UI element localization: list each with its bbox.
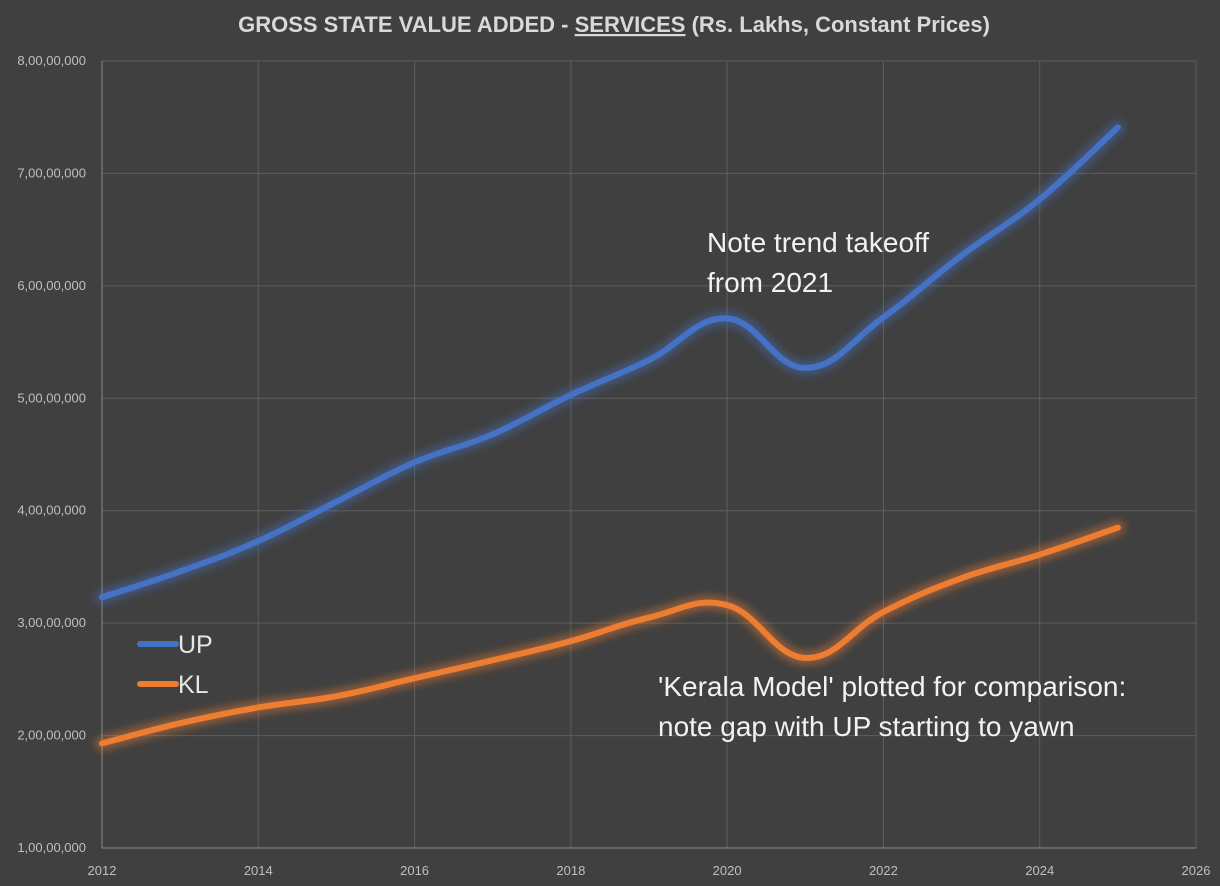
data-point-kl (490, 657, 496, 663)
data-point-kl (1037, 552, 1043, 558)
data-point-kl (724, 602, 730, 608)
annotation-kerala-line-1: 'Kerala Model' plotted for comparison: (658, 671, 1126, 702)
data-point-kl (99, 740, 105, 746)
y-tick-label: 3,00,00,000 (17, 615, 86, 630)
annotation-up: Note trend takeoff from 2021 (707, 227, 929, 298)
data-point-up (490, 431, 496, 437)
data-point-up (802, 365, 808, 371)
series-line-up (99, 124, 1121, 601)
series-lines (95, 120, 1125, 751)
data-point-kl (255, 704, 261, 710)
data-point-up (412, 459, 418, 465)
data-point-up (959, 253, 965, 259)
data-point-kl (646, 615, 652, 621)
x-tick-label: 2022 (869, 863, 898, 878)
x-tick-label: 2014 (244, 863, 273, 878)
y-tick-label: 2,00,00,000 (17, 728, 86, 743)
annotation-up-line-2: from 2021 (707, 267, 833, 298)
axes (101, 61, 1196, 849)
data-point-up (1037, 196, 1043, 202)
legend-label-up: UP (178, 631, 213, 659)
data-point-up (1115, 124, 1121, 130)
legend: UP KL (137, 631, 213, 699)
annotation-kerala-line-2: note gap with UP starting to yawn (658, 711, 1075, 742)
x-tick-label: 2012 (88, 863, 117, 878)
legend-label-kl: KL (178, 671, 209, 699)
data-point-up (99, 594, 105, 600)
y-tick-label: 4,00,00,000 (17, 503, 86, 518)
data-point-kl (568, 638, 574, 644)
x-tick-label: 2016 (400, 863, 429, 878)
series-glow-up (95, 120, 1125, 605)
chart-title-emphasis: SERVICES (575, 12, 686, 37)
data-point-kl (880, 609, 886, 615)
y-tick-label: 6,00,00,000 (17, 278, 86, 293)
x-tick-label: 2026 (1182, 863, 1211, 878)
x-tick-label: 2024 (1025, 863, 1054, 878)
data-point-kl (959, 575, 965, 581)
annotation-kerala: 'Kerala Model' plotted for comparison: n… (658, 671, 1126, 742)
data-point-up (880, 314, 886, 320)
data-point-kl (333, 693, 339, 699)
y-tick-label: 7,00,00,000 (17, 165, 86, 180)
series-line-kl (99, 524, 1121, 747)
data-point-up (724, 315, 730, 321)
data-point-up (646, 357, 652, 363)
y-tick-label: 1,00,00,000 (17, 840, 86, 855)
data-point-up (255, 538, 261, 544)
data-point-kl (802, 655, 808, 661)
y-tick-label: 8,00,00,000 (17, 53, 86, 68)
chart-title: GROSS STATE VALUE ADDED - SERVICES (Rs. … (238, 12, 990, 37)
x-axis-tick-labels: 2012 2014 2016 2018 2020 2022 2024 2026 (88, 863, 1211, 878)
data-point-up (333, 499, 339, 505)
chart-title-suffix: (Rs. Lakhs, Constant Prices) (685, 12, 989, 37)
grid-lines (102, 60, 1197, 848)
data-point-kl (1115, 525, 1121, 531)
annotation-up-line-1: Note trend takeoff (707, 227, 929, 258)
x-tick-label: 2018 (556, 863, 585, 878)
data-point-up (177, 568, 183, 574)
chart-title-prefix: GROSS STATE VALUE ADDED - (238, 12, 575, 37)
y-axis-tick-labels: 1,00,00,000 2,00,00,000 3,00,00,000 4,00,00… (17, 53, 86, 855)
data-point-kl (412, 675, 418, 681)
y-tick-label: 5,00,00,000 (17, 390, 86, 405)
data-point-up (568, 392, 574, 398)
x-tick-label: 2020 (713, 863, 742, 878)
data-point-kl (177, 720, 183, 726)
